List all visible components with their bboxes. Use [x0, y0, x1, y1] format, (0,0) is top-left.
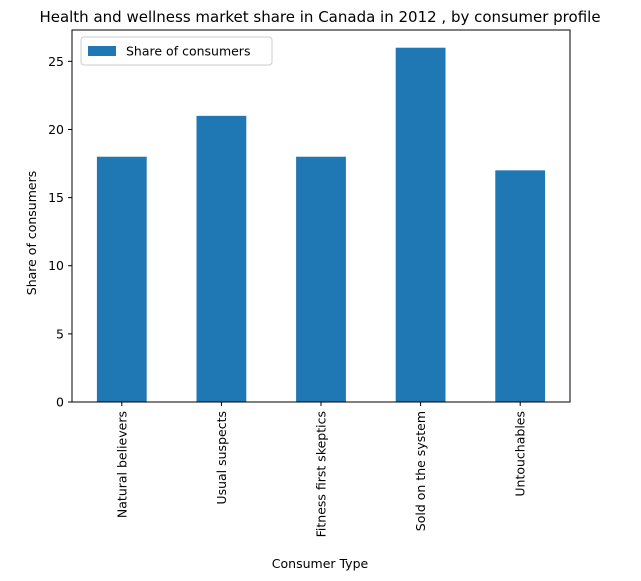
plot-area	[71, 29, 571, 403]
legend-swatch	[88, 46, 116, 56]
y-tick-label: 0	[56, 395, 64, 410]
y-axis: 0 5 10 15 20 25	[48, 54, 72, 410]
x-tick-label: Natural believers	[114, 411, 129, 518]
y-tick-label: 15	[48, 190, 64, 205]
x-tick-label: Usual suspects	[214, 411, 229, 505]
bar-1	[96, 156, 147, 402]
legend-label: Share of consumers	[126, 44, 250, 59]
y-tick-label: 5	[56, 326, 64, 341]
x-tick-label: Untouchables	[513, 411, 528, 497]
bar-3	[296, 156, 346, 402]
legend: Share of consumers	[80, 36, 273, 66]
x-axis-label: Consumer Type	[272, 556, 369, 571]
bar-4	[395, 47, 446, 402]
x-tick-label: Sold on the system	[413, 411, 428, 531]
y-tick-label: 10	[48, 258, 64, 273]
bar-2	[196, 115, 247, 402]
chart-title: Health and wellness market share in Cana…	[39, 8, 600, 26]
x-axis: Natural believers Usual suspects Fitness f…	[114, 402, 528, 537]
x-tick-label: Fitness first skeptics	[314, 411, 329, 537]
bar-5	[495, 170, 546, 402]
legend-box	[80, 36, 273, 66]
y-tick-label: 25	[48, 54, 64, 69]
y-tick-label: 20	[48, 122, 64, 137]
y-axis-label: Share of consumers	[24, 171, 39, 295]
